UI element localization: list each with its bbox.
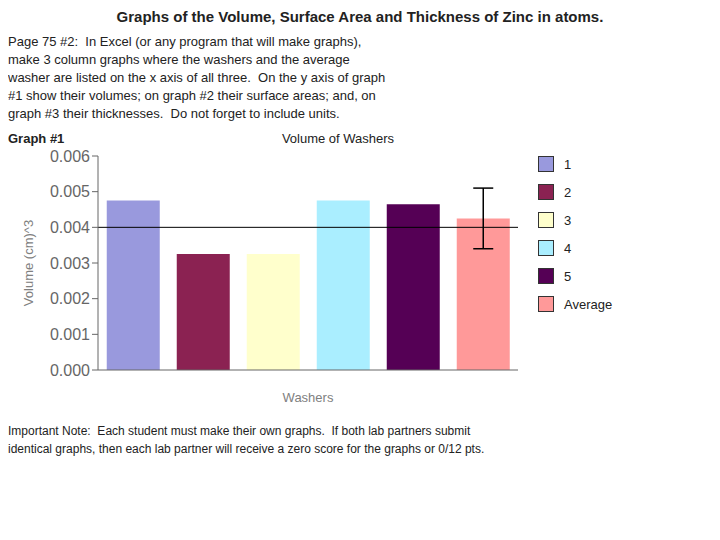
- html-text:Page 75 #2: In Excel (or any p: Page 75 #2: In Excel (or any program tha…: [8, 34, 362, 49]
- html-text:#1 show their volumes; on grap: #1 show their volumes; on graph #2 their…: [8, 88, 376, 103]
- html-text:4: 4: [564, 240, 572, 256]
- html-text:Average: Average: [564, 296, 613, 312]
- html-text:graph #3 their thicknesses. Do: graph #3 their thicknesses. Do not forge…: [8, 106, 340, 121]
- svg-text:0.000: 0.000: [50, 362, 90, 379]
- html-text:1: 1: [564, 156, 572, 172]
- html-text:identical graphs, then each la: identical graphs, then each lab partner …: [8, 442, 485, 456]
- svg-text:0.005: 0.005: [50, 183, 90, 200]
- html-text:Volume of Washers: Volume of Washers: [281, 131, 395, 146]
- svg-text:0.001: 0.001: [50, 326, 90, 343]
- svg-text:Volume (cm)^3: Volume (cm)^3: [21, 220, 36, 306]
- svg-text:Washers: Washers: [283, 390, 334, 405]
- html-text:make 3 column graphs where the: make 3 column graphs where the washers a…: [8, 52, 350, 67]
- html-text:Graphs of the Volume, Surface: Graphs of the Volume, Surface Area and T…: [116, 8, 604, 25]
- html-text:3: 3: [564, 212, 572, 228]
- svg-text:0.003: 0.003: [50, 255, 90, 272]
- svg-text:0.004: 0.004: [50, 219, 90, 236]
- html-text:Important Note: Each student m: Important Note: Each student must make t…: [8, 424, 471, 438]
- html-text:washer are listed on the x axi: washer are listed on the x axis of all t…: [8, 70, 386, 85]
- html-text:2: 2: [564, 184, 572, 200]
- html-text:Graph #1: Graph #1: [8, 131, 65, 146]
- svg-text:0.006: 0.006: [50, 148, 90, 165]
- html-text:5: 5: [564, 268, 572, 284]
- svg-text:0.002: 0.002: [50, 290, 90, 307]
